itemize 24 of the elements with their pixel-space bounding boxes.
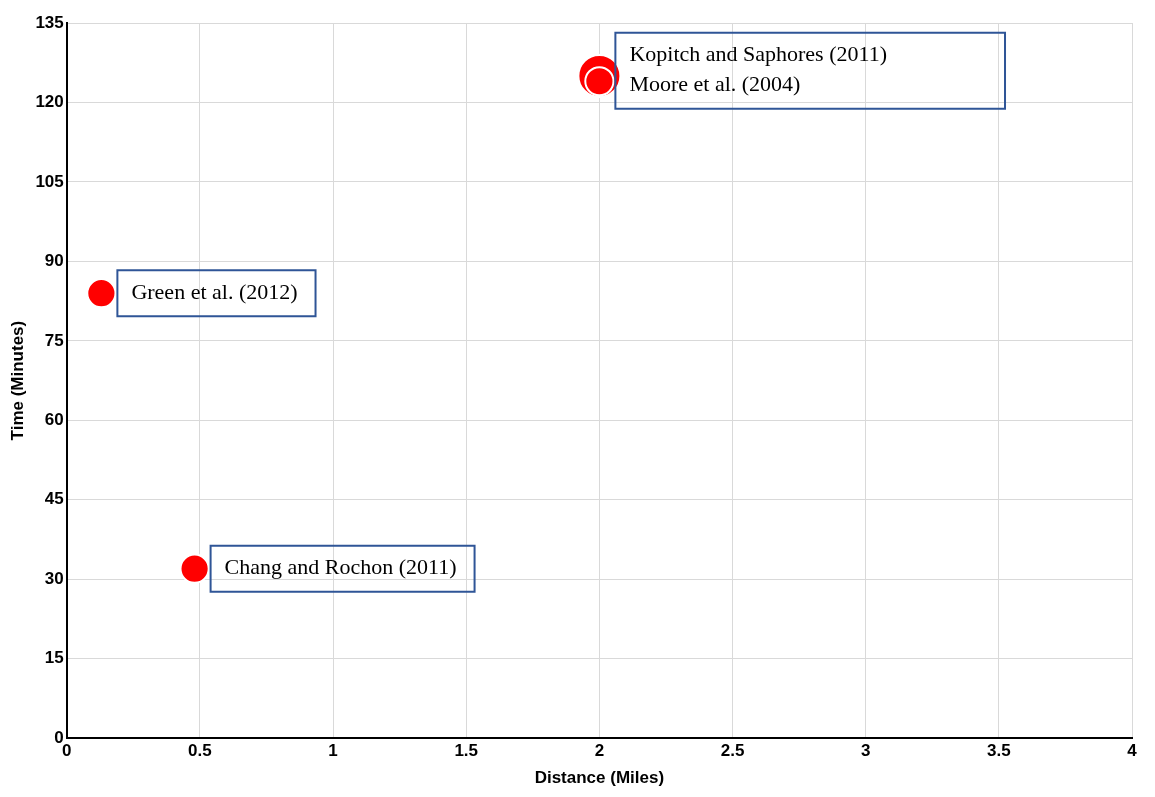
annotation: Green et al. (2012) xyxy=(131,278,298,304)
x-tick-label: 3.5 xyxy=(987,741,1011,761)
x-tick-label: 2 xyxy=(594,741,605,761)
x-tick-label: 4 xyxy=(1127,741,1138,761)
y-tick-label: 135 xyxy=(35,12,64,32)
x-tick-label: 3 xyxy=(860,741,871,761)
x-tick-label: 2.5 xyxy=(720,741,745,761)
y-tick-label: 15 xyxy=(44,648,64,668)
y-tick-label: 90 xyxy=(44,251,64,271)
y-tick-label: 30 xyxy=(44,568,64,588)
x-tick-label: 1 xyxy=(328,741,338,761)
y-tick-label: 0 xyxy=(54,727,64,747)
y-tick-label: 75 xyxy=(44,330,64,350)
x-axis-title: Distance (Miles) xyxy=(534,768,665,788)
x-tick-label: 1.5 xyxy=(454,741,479,761)
annotation: Kopitch and Saphores (2011) xyxy=(629,41,888,67)
y-axis-title: Time (Minutes) xyxy=(7,320,27,441)
y-tick-label: 60 xyxy=(44,410,64,430)
y-tick-label: 105 xyxy=(35,171,64,191)
y-tick-label: 120 xyxy=(35,92,64,112)
y-tick-label: 45 xyxy=(44,489,64,509)
annotation: Moore et al. (2004) xyxy=(629,71,801,97)
annotation: Chang and Rochon (2011) xyxy=(224,554,457,580)
x-tick-label: 0.5 xyxy=(188,741,212,761)
